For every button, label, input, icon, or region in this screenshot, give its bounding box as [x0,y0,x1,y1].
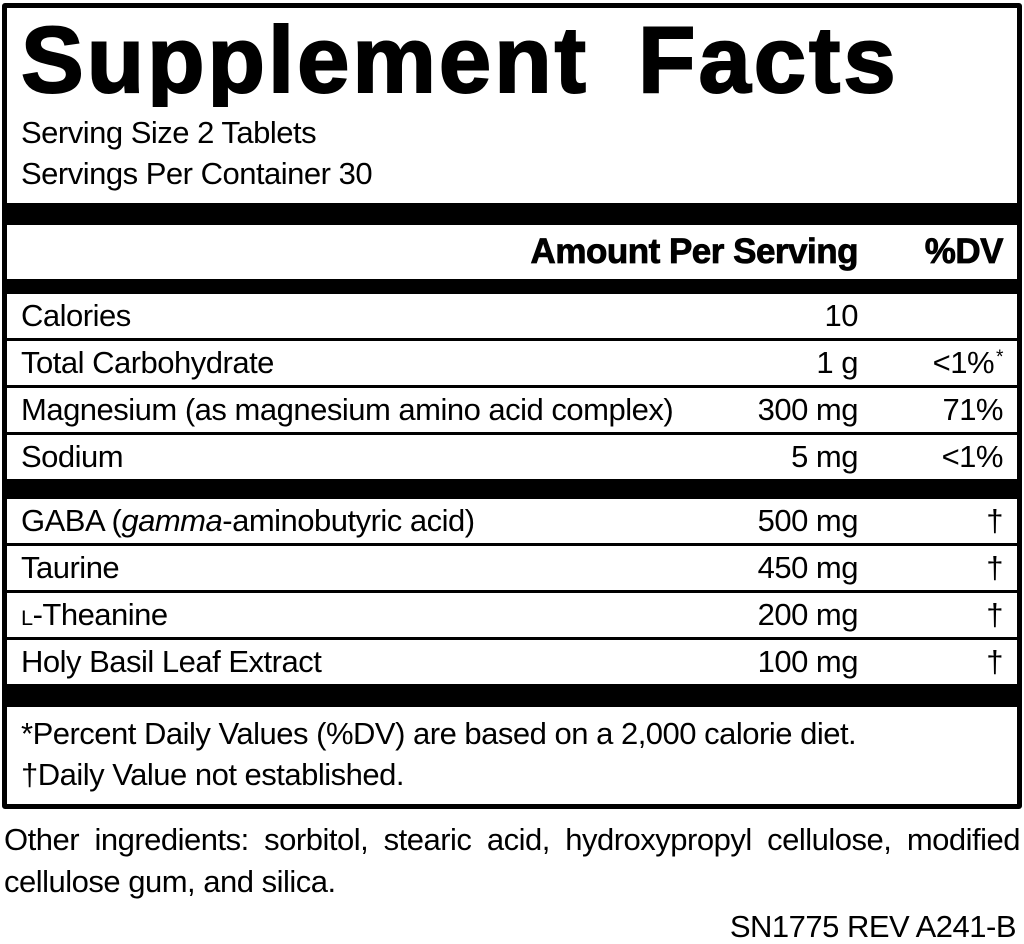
nutrient-name: Holy Basil Leaf Extract [21,643,322,679]
nutrient-row-l-theanine: L-Theanine 200 mg † [7,593,1017,640]
dv-asterisk: * [996,347,1003,369]
name-italic: gamma [121,502,223,538]
panel-title: Supplement Facts [20,8,899,108]
nutrient-row-gaba: GABA (gamma-aminobutyric acid) 500 mg † [7,499,1017,546]
name-rest: -Theanine [32,596,169,632]
nutrient-amount: 500 mg [757,502,859,538]
name-suffix: -aminobutyric acid) [222,502,475,538]
nutrient-name: L-Theanine [21,597,738,633]
nutrient-dv: <1% [941,438,1004,474]
section-bar-middle [7,478,1017,499]
column-header-row: Amount Per Serving %DV [7,225,1017,279]
nutrient-dv: † [986,549,1003,585]
section-bar-bottom [7,683,1017,707]
serving-info: Serving Size 2 Tablets Servings Per Cont… [7,107,1017,203]
nutrient-amount: 5 mg [791,438,858,474]
nutrient-name: Taurine [21,549,120,585]
amount-per-serving-header: Amount Per Serving [530,231,859,271]
nutrient-name: Magnesium (as magnesium amino acid compl… [21,391,674,427]
nutrient-name: GABA (gamma-aminobutyric acid) [21,503,738,539]
nutrient-amount: 10 [824,297,859,333]
nutrient-row-taurine: Taurine 450 mg † [7,546,1017,593]
nutrient-dv: † [986,502,1003,538]
nutrient-amount: 200 mg [757,596,859,632]
nutrient-name: Calories [21,297,131,333]
nutrient-amount: 300 mg [757,391,859,427]
nutrient-row-holy-basil: Holy Basil Leaf Extract 100 mg † [7,640,1017,684]
section-bar-top [7,202,1017,225]
name-prefix: GABA ( [21,502,122,538]
name-smallcap: L [21,604,33,630]
nutrient-dv: 71% [942,391,1003,427]
footnotes: *Percent Daily Values (%DV) are based on… [7,707,1017,804]
serving-size: Serving Size 2 Tablets [21,115,317,150]
nutrient-dv: † [986,596,1003,632]
nutrient-row-magnesium: Magnesium (as magnesium amino acid compl… [7,388,1017,435]
nutrient-row-calories: Calories 10 [7,294,1017,341]
nutrient-dv: <1% * [858,344,1004,381]
other-ingredients: Other ingredients: sorbitol, stearic aci… [4,821,1021,899]
nutrient-amount: 100 mg [757,643,859,679]
nutrient-dv: † [986,643,1003,679]
footnote-not-established: †Daily Value not established. [21,756,405,792]
product-code: SN1775 REV A241-B [729,908,1017,944]
nutrient-name: Sodium [21,438,124,474]
nutrient-amount: 1 g [816,344,858,380]
nutrient-amount: 450 mg [757,549,859,585]
servings-per-container: Servings Per Container 30 [21,155,373,191]
nutrient-row-sodium: Sodium 5 mg <1% [7,435,1017,479]
percent-dv-header: %DV [924,231,1004,271]
dv-value: <1% [932,344,995,380]
nutrient-name: Total Carbohydrate [21,344,274,380]
section-bar-header [7,278,1017,294]
footnote-daily-values: *Percent Daily Values (%DV) are based on… [21,715,857,751]
nutrient-row-total-carbohydrate: Total Carbohydrate 1 g <1% * [7,341,1017,388]
supplement-facts-panel: Supplement Facts Serving Size 2 Tablets … [2,3,1022,809]
